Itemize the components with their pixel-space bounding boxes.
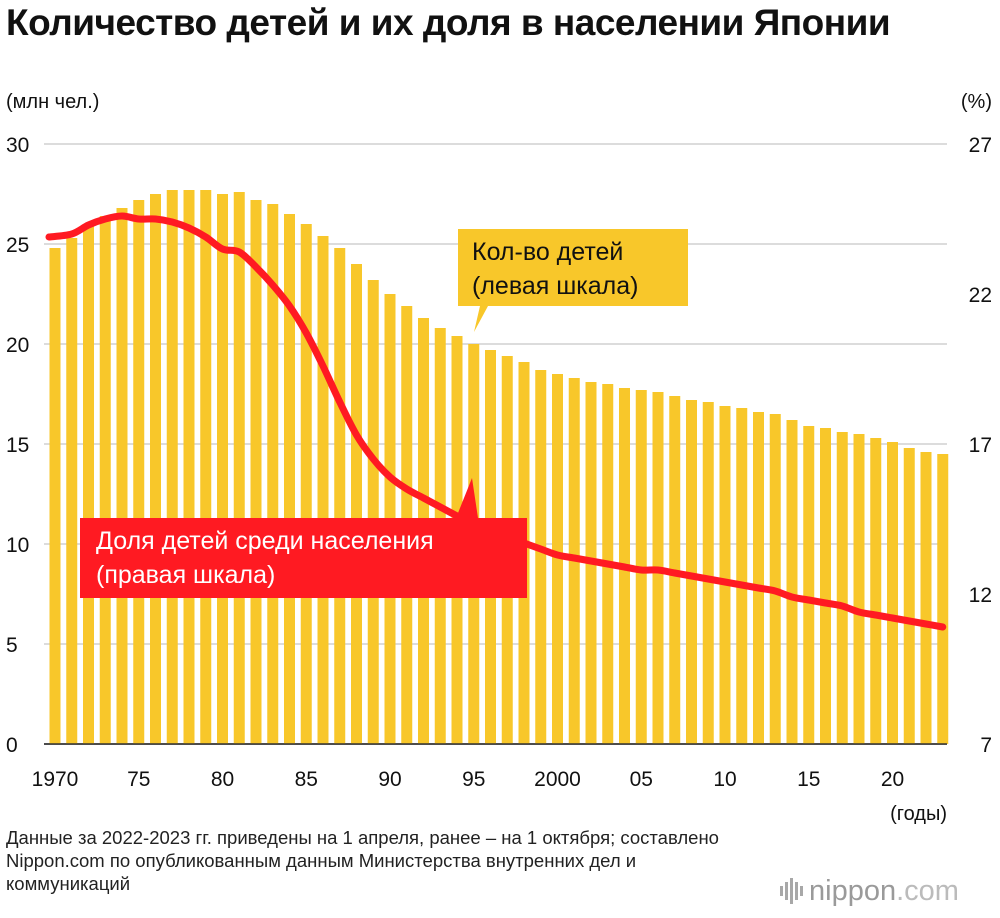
bar — [736, 408, 748, 744]
left-axis-unit: (млн чел.) — [6, 91, 99, 113]
bar — [317, 236, 329, 744]
bars-callout-box — [458, 229, 688, 332]
left-tick-label: 5 — [6, 634, 18, 657]
nippon-logo: nippon .com — [780, 873, 959, 909]
x-tick-label: 75 — [127, 768, 150, 791]
bar — [535, 370, 547, 744]
bars-callout-title: Кол-во детей — [472, 238, 623, 266]
line-callout-box — [80, 478, 527, 598]
bar — [351, 264, 362, 744]
bar — [49, 248, 61, 744]
bar — [702, 402, 714, 744]
bar — [217, 194, 228, 744]
left-tick-label: 0 — [6, 734, 18, 757]
x-tick-label: 90 — [378, 768, 401, 791]
right-axis-unit: (%) — [961, 91, 992, 113]
logo-suffix: .com — [896, 874, 959, 907]
bar — [367, 280, 379, 744]
chart-title: Количество детей и их доля в населении Я… — [6, 2, 891, 43]
bar — [786, 420, 798, 744]
bar — [267, 204, 279, 744]
bar — [83, 226, 94, 744]
left-tick-label: 10 — [6, 534, 29, 557]
bar — [300, 224, 312, 744]
bar — [334, 248, 346, 744]
left-tick-label: 25 — [6, 234, 29, 257]
bar — [116, 208, 128, 744]
bars-callout-subtitle: (левая шкала) — [472, 272, 638, 300]
bar — [552, 374, 563, 744]
bar — [200, 190, 212, 744]
bar — [250, 200, 262, 744]
x-tick-label: 05 — [630, 768, 653, 791]
x-tick-label: 10 — [713, 768, 736, 791]
x-tick-label: 85 — [295, 768, 318, 791]
bar — [769, 414, 781, 744]
line-callout-subtitle: (правая шкала) — [96, 561, 275, 589]
bar — [937, 454, 949, 744]
bar — [920, 452, 932, 744]
callouts: Кол-во детей (левая шкала) Доля детей сред… — [80, 229, 688, 598]
bar — [284, 214, 295, 744]
left-tick-label: 20 — [6, 334, 29, 357]
right-tick-label: 7 — [980, 734, 992, 757]
x-tick-label: 80 — [211, 768, 234, 791]
line-callout-title: Доля детей среди населения — [96, 527, 434, 555]
bar — [150, 194, 161, 744]
bar — [719, 406, 731, 744]
bar — [853, 434, 865, 744]
x-tick-label: 95 — [462, 768, 485, 791]
bar — [66, 238, 78, 744]
bar — [887, 442, 898, 744]
x-tick-label: 1970 — [32, 768, 79, 791]
bar — [233, 192, 245, 744]
bar — [133, 200, 145, 744]
logo-bars-icon — [780, 878, 803, 904]
x-tick-label: 15 — [797, 768, 820, 791]
bar — [820, 428, 831, 744]
bar — [753, 412, 764, 744]
right-tick-label: 22 — [969, 284, 992, 307]
right-tick-label: 17 — [969, 434, 992, 457]
bar — [99, 216, 111, 744]
left-tick-label: 15 — [6, 434, 29, 457]
x-tick-label: 20 — [881, 768, 904, 791]
bar — [903, 448, 915, 744]
bar — [870, 438, 882, 744]
bar — [803, 426, 815, 744]
bar — [686, 400, 697, 744]
bar — [166, 190, 178, 744]
right-tick-label: 12 — [969, 584, 992, 607]
x-tick-label: 2000 — [534, 768, 581, 791]
x-axis-unit: (годы) — [890, 803, 947, 825]
bar — [183, 190, 195, 744]
right-tick-label: 27 — [969, 134, 992, 157]
footnote: Данные за 2022-2023 гг. приведены на 1 а… — [6, 827, 719, 894]
left-tick-label: 30 — [6, 134, 29, 157]
bar — [836, 432, 848, 744]
logo-name: nippon — [809, 874, 897, 907]
